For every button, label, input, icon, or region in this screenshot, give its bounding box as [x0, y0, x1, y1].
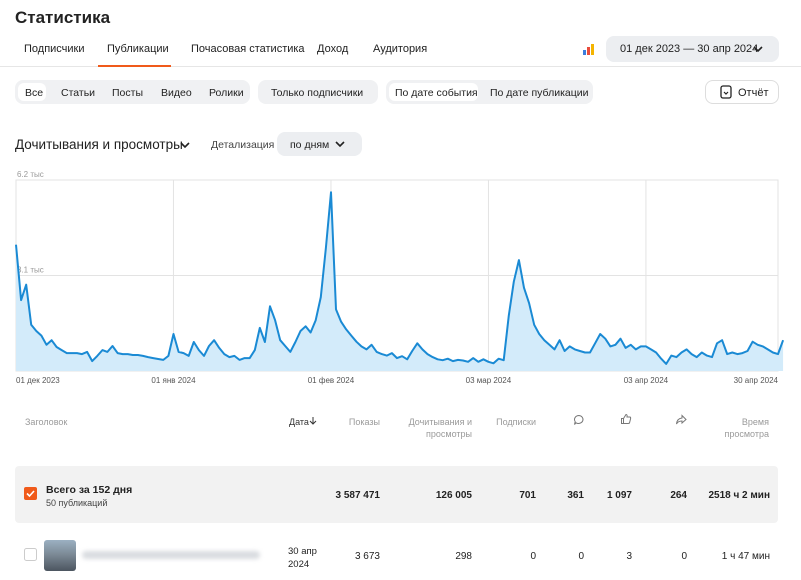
area: [16, 192, 784, 371]
type-filter: [15, 80, 250, 104]
table-cell: 3: [626, 551, 632, 562]
x-tick-label: 01 янв 2024: [151, 376, 196, 385]
tab[interactable]: Аудитория: [373, 43, 428, 55]
filter-chip[interactable]: Ролики: [209, 87, 244, 99]
table-cell: 1 ч 47 мин: [721, 551, 770, 562]
x-tick-label: 30 апр 2024: [734, 376, 779, 385]
table-cell: 264: [670, 490, 687, 501]
thumbnail: [44, 540, 76, 571]
filter-chip[interactable]: Статьи: [61, 87, 96, 99]
chart-title: Дочитывания и просмотры: [15, 137, 183, 152]
chevron: [180, 142, 190, 149]
table-cell: 0: [530, 551, 536, 562]
detail-value: по дням: [290, 139, 330, 151]
tab[interactable]: Почасовая статистика: [191, 43, 305, 55]
tab[interactable]: Доход: [317, 43, 349, 55]
selected-chip: [18, 83, 46, 101]
chevron: [335, 141, 345, 148]
chart: 01 дек 2023 01 янв 2024 01 фев 2024 03 мар …: [15, 170, 785, 385]
table-cell: 361: [567, 490, 584, 501]
column-header: Показы: [348, 417, 380, 427]
y-tick-label: 3.1 тыс: [17, 266, 44, 275]
shares-icon: [676, 414, 687, 425]
table-cell: 701: [519, 490, 536, 501]
table-cell: 0: [681, 551, 687, 562]
x-tick-label: 03 апр 2024: [624, 376, 669, 385]
filter-chip[interactable]: По дате публикации: [490, 87, 589, 99]
chevron: [753, 46, 763, 53]
table-cell: 298: [455, 551, 472, 562]
column-header: Заголовок: [25, 417, 68, 427]
chart-icon: [583, 44, 594, 55]
y-tick-label: 6.2 тыс: [17, 170, 44, 179]
comments-icon: [574, 414, 584, 425]
column-header: Дочитывания и просмотры: [408, 417, 472, 439]
likes-icon: [621, 413, 632, 424]
line: [15, 191, 785, 365]
detail-label: Детализация: [211, 139, 275, 151]
date-range-button[interactable]: [606, 36, 779, 62]
x-tick-label: 03 мар 2024: [466, 376, 512, 385]
checkbox[interactable]: [24, 487, 37, 500]
table-cell: 0: [578, 551, 584, 562]
tabs-divider: [0, 66, 801, 67]
total-subtitle: 50 публикаций: [46, 498, 108, 508]
filter-chip[interactable]: Видео: [161, 87, 192, 99]
filter-chip[interactable]: По дате события: [395, 87, 478, 99]
column-header: Время просмотра: [724, 417, 769, 439]
table-cell: 3 673: [354, 551, 380, 562]
detail-dropdown[interactable]: [277, 132, 362, 156]
column-header: Подписки: [496, 417, 536, 427]
filter-chip: Только подписчики: [271, 87, 364, 99]
total-title: Всего за 152 дня: [46, 484, 133, 496]
table-cell: 3 587 471: [335, 490, 381, 501]
page-title: Статистика: [15, 8, 111, 27]
sort-arrow: [309, 417, 317, 425]
report-label: Отчёт: [738, 87, 769, 99]
selected-chip: [389, 83, 478, 101]
column-header[interactable]: Дата: [289, 417, 309, 427]
table-cell: 126 005: [435, 490, 472, 501]
x-tick-label: 01 дек 2023: [16, 376, 60, 385]
date-range: 01 дек 2023 — 30 апр 2024: [620, 43, 759, 55]
filter-chip[interactable]: Посты: [112, 87, 143, 99]
report-icon: [720, 85, 732, 99]
filter-chip[interactable]: Все: [25, 87, 44, 99]
checkbox[interactable]: [24, 548, 37, 561]
tab[interactable]: Подписчики: [24, 43, 85, 55]
row-date: 30 апр 2024: [288, 546, 317, 570]
tab[interactable]: Публикации: [107, 43, 169, 55]
active-tab-underline: [98, 65, 171, 67]
report-button[interactable]: [705, 80, 779, 104]
total-row: [15, 466, 778, 523]
subscribers-filter[interactable]: [258, 80, 378, 104]
table-cell: 2518 ч 2 мин: [708, 490, 770, 501]
blurred-title: [82, 551, 260, 559]
table-cell: 1 097: [606, 490, 632, 501]
x-tick-label: 01 фев 2024: [308, 376, 355, 385]
